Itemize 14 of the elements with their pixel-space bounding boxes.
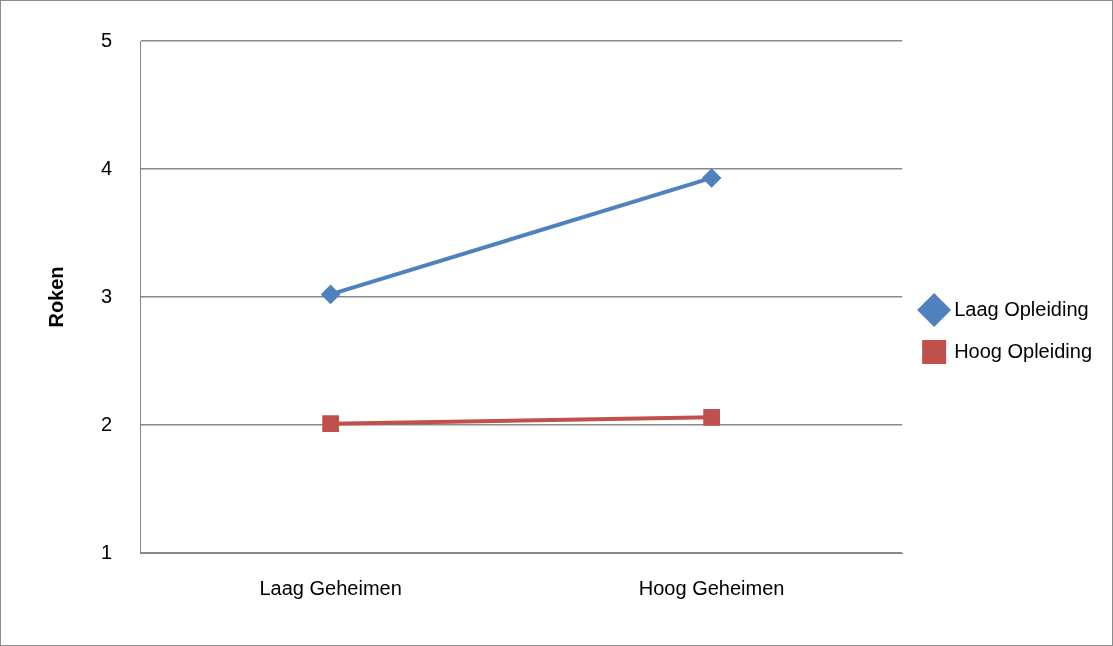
- point: [703, 408, 720, 426]
- y-tick-label: 2: [101, 412, 113, 435]
- point: [322, 415, 339, 433]
- y-tick-label: 5: [101, 28, 113, 51]
- legend-label: Hoog Opleiding: [954, 339, 1092, 362]
- x-tick-label: Hoog Geheimen: [638, 576, 785, 599]
- point: [321, 285, 340, 304]
- point: [702, 168, 721, 187]
- y-axis-title: Roken: [44, 266, 67, 328]
- y-tick-label: 4: [101, 156, 113, 179]
- y-tick-label: 3: [101, 284, 113, 307]
- y-tick-label: 1: [101, 540, 113, 563]
- legend-label: Laag Opleiding: [954, 297, 1089, 320]
- x-tick-label: Laag Geheimen: [259, 576, 402, 599]
